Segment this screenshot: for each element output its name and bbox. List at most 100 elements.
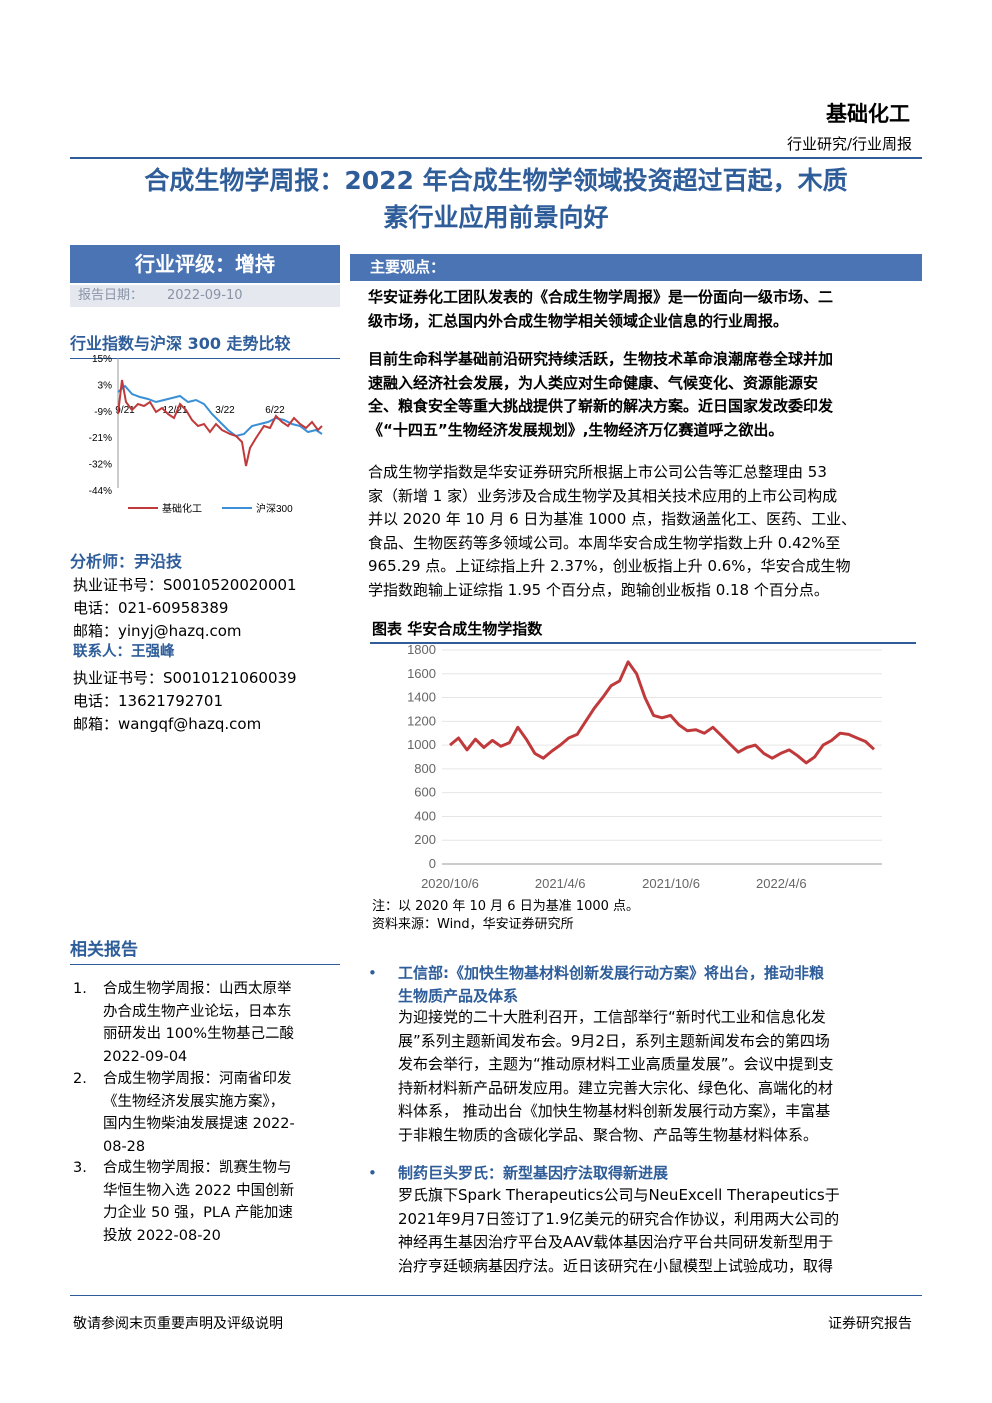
mini-y-tick: 15% <box>92 354 112 365</box>
synbio-index-chart: 1800 1600 1400 1200 1000 800 600 400 200 0 2020/1… <box>407 644 882 891</box>
news-line: 罗氏旗下Spark Therapeutics公司与NeuExcell Thera… <box>398 1186 840 1204</box>
background-paragraph: 目前生命科学基础前沿研究持续活跃，生物技术革命浪潮席卷全球并加 速融入经济社会发… <box>368 348 913 442</box>
chart-title-rule <box>370 642 916 644</box>
analyst-cert-label: 执业证书号： <box>73 576 164 594</box>
report-type: 行业研究/行业周报 <box>786 135 912 153</box>
para-line: 全、粮食安全等重大挑战提供了崭新的解决方案。近日国家发改委印发 <box>368 397 834 415</box>
y-tick-label: 600 <box>414 785 436 800</box>
report-title-line1: 合成生物学周报：2022 年合成生物学领域投资超过百起，木质 <box>144 166 848 195</box>
news-title-2[interactable]: 制药巨头罗氏：新型基因疗法取得新进展 <box>398 1162 913 1185</box>
bullet-icon: • <box>368 964 377 982</box>
para-line: 速融入经济社会发展，为人类应对生命健康、气候变化、资源能源安 <box>368 373 819 392</box>
y-tick-label: 1800 <box>407 644 436 657</box>
news-line: 料体系， 推动出台《加快生物基材料创新发展行动方案》，丰富基 <box>398 1102 831 1120</box>
para-line: 级市场，汇总国内外合成生物学相关领域企业信息的行业周报。 <box>368 311 789 330</box>
related-report-line: 力企业 50 强，PLA 产能加速 <box>103 1205 293 1221</box>
contact-name: 王强峰 <box>131 644 175 660</box>
mini-legend-hs300: 沪深300 <box>256 502 293 515</box>
bullet-icon: • <box>368 1164 377 1182</box>
contact-phone-value: 13621792701 <box>118 692 223 710</box>
contact-email-value[interactable]: wangqf@hazq.com <box>118 715 262 733</box>
mini-x-tick: 6/22 <box>265 405 285 416</box>
x-tick-label: 2020/10/6 <box>421 876 479 891</box>
analyst-cert-value: S0010520020001 <box>163 576 297 594</box>
y-tick-label: 1600 <box>407 666 436 681</box>
contact-cert: 执业证书号：S0010121060039 <box>73 667 297 691</box>
news-title-1[interactable]: 工信部:《加快生物基材料创新发展行动方案》将出台，推动非粮 生物质产品及体系 <box>398 962 913 1008</box>
related-report-line: 合成生物学周报：凯赛生物与 <box>103 1160 292 1176</box>
news-title-line: 制药巨头罗氏：新型基因疗法取得新进展 <box>398 1164 669 1182</box>
analyst-email-label: 邮箱： <box>73 622 119 640</box>
mini-series-sector <box>117 379 323 467</box>
related-report-line: 投放 2022-08-20 <box>103 1227 221 1244</box>
y-tick-label: 0 <box>429 856 436 871</box>
series-synbio-index <box>449 660 876 765</box>
analyst-cert: 执业证书号：S0010520020001 <box>73 574 297 598</box>
analyst-heading: 分析师：尹沿技 <box>70 548 340 576</box>
news-body-1: 为迎接党的二十大胜利召开，工信部举行“新时代工业和信息化发 展”系列主题新闻发布… <box>398 1006 913 1147</box>
para-line: 《“十四五”生物经济发展规划》,生物经济万亿赛道呼之欲出。 <box>368 420 784 439</box>
index-paragraph: 合成生物学指数是华安证券研究所根据上市公司公告等汇总整理由 53 家（新增 1 … <box>368 461 913 602</box>
contact-phone: 电话：13621792701 <box>73 690 223 714</box>
news-title-line: 生物质产品及体系 <box>398 987 519 1005</box>
related-report-2[interactable]: 2. 合成生物学周报：河南省印发 《生物经济发展实施方案》， 国内生物柴油发展提… <box>73 1068 338 1160</box>
para-line: 家（新增 1 家）业务涉及合成生物学及其相关技术应用的上市公司构成 <box>368 486 838 505</box>
para-line: 目前生命科学基础前沿研究持续活跃，生物技术革命浪潮席卷全球并加 <box>368 350 834 368</box>
analyst-email-value[interactable]: yinyj@hazq.com <box>118 622 242 640</box>
y-tick-label: 400 <box>414 808 436 823</box>
related-report-1[interactable]: 1. 合成生物学周报：山西太原举 办合成生物产业论坛，日本东 丽研发出 100%… <box>73 978 338 1070</box>
news-line: 神经再生基因治疗平台及AAV载体基因治疗平台共同研发新型用于 <box>398 1233 834 1251</box>
related-report-line: 《生物经济发展实施方案》， <box>103 1093 285 1110</box>
sector-name: 基础化工 <box>826 101 910 126</box>
mini-y-tick: -44% <box>89 486 112 497</box>
footer-divider <box>70 1295 922 1296</box>
mini-x-tick: 3/22 <box>215 405 235 416</box>
mini-y-tick: -9% <box>94 407 112 418</box>
report-date-label: 报告日期： <box>78 288 144 303</box>
contact-email-label: 邮箱： <box>73 715 119 733</box>
news-line: 于非粮生物质的含碳化学品、聚合物、产品等生物基材料体系。 <box>398 1125 819 1144</box>
related-reports-heading: 相关报告 <box>70 935 340 965</box>
mini-x-tick: 9/21 <box>115 405 135 416</box>
mini-chart-heading: 行业指数与沪深 300 走势比较 <box>70 330 340 359</box>
related-report-line: 办合成生物产业论坛，日本东 <box>103 1003 292 1020</box>
related-report-number: 2. <box>73 1071 87 1087</box>
related-report-line: 华恒生物入选 2022 中国创新 <box>103 1182 295 1199</box>
news-line: 持新材料新产品研发应用。建立完善大宗化、绿色化、高端化的材 <box>398 1078 834 1097</box>
mini-legend-sector: 基础化工 <box>162 502 202 515</box>
analyst-phone-label: 电话： <box>73 599 119 617</box>
footer-disclaimer: 敬请参阅末页重要声明及评级说明 <box>73 1316 283 1332</box>
y-tick-label: 1000 <box>407 737 436 752</box>
contact-cert-value: S0010121060039 <box>163 669 297 687</box>
contact-heading: 联系人：王强峰 <box>73 641 175 665</box>
news-line: 展”系列主题新闻发布会。9月2日，系列主题新闻发布会的第四场 <box>398 1031 830 1050</box>
para-line: 965.29 点。上证综指上升 2.37%，创业板指上升 0.6%，华安合成生物 <box>368 557 851 575</box>
chart-title: 图表 华安合成生物学指数 <box>372 620 543 638</box>
x-tick-label: 2021/4/6 <box>535 876 586 891</box>
analyst-email: 邮箱：yinyj@hazq.com <box>73 620 242 644</box>
contact-label: 联系人： <box>73 644 131 660</box>
related-report-3[interactable]: 3. 合成生物学周报：凯赛生物与 华恒生物入选 2022 中国创新 力企业 50… <box>73 1157 338 1249</box>
mini-y-tick: -32% <box>89 460 112 471</box>
mini-x-tick: 12/21 <box>162 405 187 416</box>
para-line: 学指数跑输上证综指 1.95 个百分点，跑输创业板指 0.18 个百分点。 <box>368 580 829 599</box>
header-divider <box>70 157 922 159</box>
y-tick-label: 1400 <box>407 690 436 705</box>
analyst-name: 尹沿技 <box>134 552 183 571</box>
y-tick-label: 1200 <box>407 713 436 728</box>
related-report-line: 丽研发出 100%生物基己二酸 <box>103 1026 295 1042</box>
chart-notes: 注：以 2020 年 10 月 6 日为基准 1000 点。 资料来源：Wind… <box>372 898 639 934</box>
news-body-2: 罗氏旗下Spark Therapeutics公司与NeuExcell Thera… <box>398 1184 913 1278</box>
footer-report-type: 证券研究报告 <box>828 1316 912 1332</box>
para-line: 华安证券化工团队发表的《合成生物学周报》是一份面向一级市场、二 <box>368 288 834 306</box>
related-report-line: 合成生物学周报：山西太原举 <box>103 981 292 997</box>
contact-phone-label: 电话： <box>73 692 119 710</box>
x-tick-label: 2022/4/6 <box>756 876 807 891</box>
chart-source: 资料来源：Wind，华安证券研究所 <box>372 917 574 932</box>
related-report-line: 国内生物柴油发展提速 2022- <box>103 1116 295 1132</box>
intro-paragraph: 华安证券化工团队发表的《合成生物学周报》是一份面向一级市场、二 级市场，汇总国内… <box>368 286 913 333</box>
mini-comparison-chart: 15% 3% -9% -21% -32% -44% 9/21 12/21 3/22 6/22 基… <box>89 354 323 515</box>
analyst-phone-value: 021-60958389 <box>118 599 229 617</box>
para-line: 并以 2020 年 10 月 6 日为基准 1000 点，指数涵盖化工、医药、工… <box>368 510 857 528</box>
related-report-number: 3. <box>73 1160 87 1176</box>
